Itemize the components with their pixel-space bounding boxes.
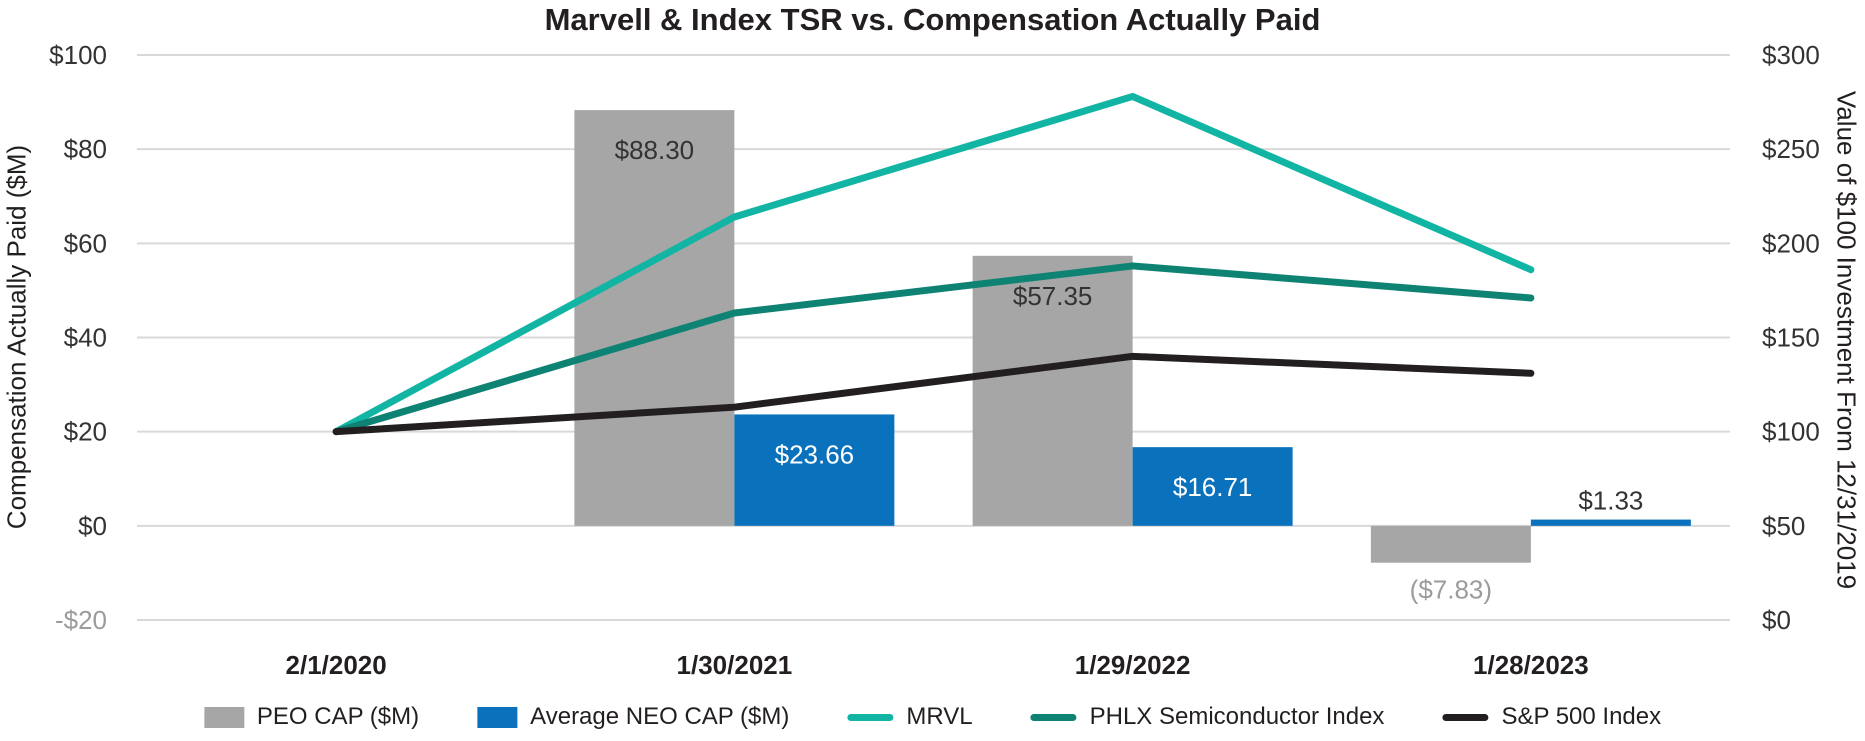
right-axis-tick-label: $150: [1762, 323, 1820, 353]
x-axis-tick-label: 2/1/2020: [286, 650, 387, 680]
bar-average-neo-cap-m-: [1530, 519, 1691, 526]
left-axis-tick-label: $40: [64, 323, 107, 353]
right-axis-tick-label: $250: [1762, 134, 1820, 164]
legend-line-swatch-icon: [847, 713, 894, 721]
left-axis-tick-label: $20: [64, 417, 107, 447]
legend-label: PEO CAP ($M): [256, 703, 420, 730]
legend-label: PHLX Semiconductor Index: [1089, 703, 1385, 730]
line-s-p-500-index: [332, 352, 1535, 436]
right-axis-tick-label: $200: [1762, 228, 1820, 258]
bar-value-label: $1.33: [1578, 486, 1643, 516]
bar-average-neo-cap-m-: [734, 414, 895, 526]
legend-line-swatch-icon: [1442, 713, 1489, 721]
line-phlx-semiconductor-index: [332, 262, 1535, 436]
left-axis-tick-label: $100: [49, 40, 107, 70]
x-axis-tick-label: 1/29/2022: [1075, 650, 1191, 680]
legend-item-peo-cap-m-: PEO CAP ($M): [203, 703, 420, 731]
left-axis-tick-label: $60: [64, 228, 107, 258]
legend-line-swatch-icon: [1030, 713, 1077, 721]
bar-peo-cap-m-: [972, 255, 1133, 526]
bar-value-label: ($7.83): [1410, 575, 1492, 605]
left-axis-tick-label: -$20: [55, 605, 107, 635]
legend: PEO CAP ($M) Average NEO CAP ($M) MRVL PHLX…: [203, 703, 1661, 731]
line-mrvl: [332, 92, 1535, 436]
legend-bar-swatch-icon: [477, 706, 518, 728]
x-axis-tick-label: 1/30/2021: [677, 650, 793, 680]
bar-value-label: $88.30: [615, 135, 695, 165]
bar-value-label: $16.71: [1173, 472, 1253, 502]
right-axis-tick-label: $50: [1762, 511, 1805, 541]
bar-average-neo-cap-m-: [1132, 447, 1293, 526]
bar-value-label: $57.35: [1013, 281, 1093, 311]
legend-item-s-p-500-index: S&P 500 Index: [1442, 703, 1661, 731]
left-axis-tick-label: $0: [78, 511, 107, 541]
right-axis-title: Value of $100 Investment From 12/31/2019: [1831, 90, 1862, 590]
legend-label: MRVL: [906, 703, 973, 730]
left-axis-title: Compensation Actually Paid ($M): [1, 144, 32, 530]
legend-label: S&P 500 Index: [1501, 703, 1662, 730]
bar-value-label: $23.66: [775, 439, 855, 469]
left-axis-tick-label: $80: [64, 134, 107, 164]
bar-peo-cap-m-: [1370, 525, 1531, 563]
legend-bar-swatch-icon: [203, 706, 244, 728]
x-axis-tick-label: 1/28/2023: [1473, 650, 1589, 680]
right-axis-tick-label: $300: [1762, 40, 1820, 70]
right-axis-tick-label: $0: [1762, 605, 1791, 635]
legend-item-average-neo-cap-m-: Average NEO CAP ($M): [477, 703, 789, 731]
legend-label: Average NEO CAP ($M): [530, 703, 790, 730]
right-axis-tick-label: $100: [1762, 417, 1820, 447]
legend-item-mrvl: MRVL: [847, 703, 973, 731]
chart-title: Marvell & Index TSR vs. Compensation Act…: [544, 2, 1321, 37]
legend-item-phlx-semiconductor-index: PHLX Semiconductor Index: [1030, 703, 1385, 731]
